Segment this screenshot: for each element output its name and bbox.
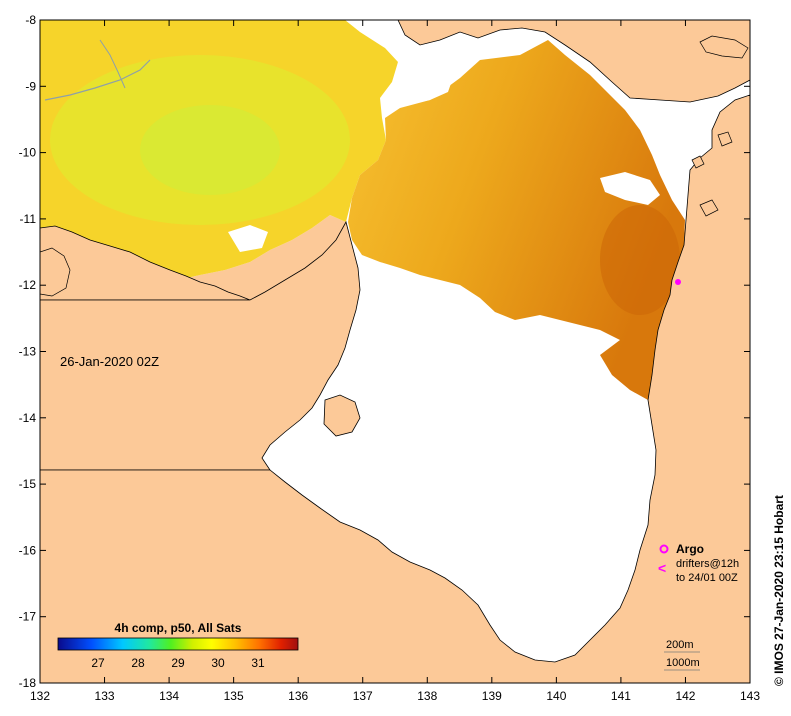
- lon-tick-label: 141: [611, 689, 631, 703]
- axis-ticks: 132 133 134 135 136 137 138 139 140 141 142 143 -8 -9…: [19, 13, 761, 703]
- argo-float-marker: [675, 279, 681, 285]
- date-label: 26-Jan-2020 02Z: [60, 354, 159, 369]
- sst-cool-core: [140, 105, 280, 195]
- land-aru-island: [699, 35, 749, 59]
- lat-tick-label: -12: [19, 278, 37, 292]
- colorbar-title: 4h comp, p50, All Sats: [115, 621, 242, 635]
- lon-tick-label: 142: [675, 689, 695, 703]
- lat-tick-label: -18: [19, 676, 37, 690]
- land-torres-islands: [691, 131, 733, 217]
- lat-tick-label: -16: [19, 543, 37, 557]
- land-arnhem-east: [40, 220, 361, 471]
- lat-tick-label: -14: [19, 411, 37, 425]
- lon-tick-label: 143: [740, 689, 760, 703]
- colorbar-ticks: 27 28 29 30 31: [91, 656, 265, 670]
- lon-tick-label: 137: [353, 689, 373, 703]
- lat-tick-label: -10: [19, 146, 37, 160]
- lat-tick-label: -11: [20, 212, 37, 226]
- land-cape-york: [40, 94, 750, 683]
- lon-tick-label: 139: [482, 689, 502, 703]
- sst-gap-east: [600, 172, 660, 205]
- lon-tick-label: 140: [546, 689, 566, 703]
- colorbar-tick-label: 30: [211, 656, 225, 670]
- colorbar-tick-label: 27: [91, 656, 105, 670]
- lon-tick-label: 136: [288, 689, 308, 703]
- drifter-legend-icon: <: [658, 560, 666, 576]
- lon-tick-label: 134: [159, 689, 179, 703]
- lat-tick-label: -9: [25, 79, 36, 93]
- colorbar-tick-label: 29: [171, 656, 185, 670]
- sst-gap-north: [392, 55, 455, 104]
- lon-tick-label: 135: [224, 689, 244, 703]
- sst-east-field: [348, 40, 685, 400]
- depth-200-label: 200m: [666, 639, 694, 651]
- land-melville-island: [40, 247, 71, 297]
- argo-legend-icon: [659, 544, 669, 554]
- sst-colorbar: 4h comp, p50, All Sats 27 28 29 30 31: [57, 621, 299, 670]
- land-northwest-coast: [40, 225, 251, 301]
- lat-tick-label: -15: [19, 477, 37, 491]
- colorbar-tick-label: 31: [251, 656, 265, 670]
- depth-legend: 200m 1000m: [664, 639, 700, 671]
- lat-tick-label: -13: [19, 345, 37, 359]
- argo-legend-label: Argo: [676, 542, 704, 556]
- drifters-legend-label: drifters@12h: [676, 558, 739, 570]
- colorbar-gradient: [57, 637, 299, 651]
- river-new-guinea-1: [44, 59, 151, 101]
- river-new-guinea-2: [99, 39, 126, 89]
- lon-tick-label: 138: [417, 689, 437, 703]
- colorbar-tick-label: 28: [131, 656, 145, 670]
- drifters-legend-range: to 24/01 00Z: [676, 572, 738, 584]
- depth-1000-label: 1000m: [666, 657, 700, 669]
- sst-gap-mid: [228, 225, 268, 252]
- land-new-guinea: [397, 20, 750, 103]
- lon-tick-label: 133: [95, 689, 115, 703]
- sst-hot-patch: [600, 205, 680, 315]
- imos-credit: © IMOS 27-Jan-2020 23:15 Hobart: [772, 495, 786, 686]
- lon-tick-label: 132: [30, 689, 50, 703]
- lat-tick-label: -17: [19, 610, 37, 624]
- argo-legend: Argo < drifters@12h to 24/01 00Z: [658, 542, 739, 584]
- land-groote-island: [323, 394, 361, 437]
- lat-tick-label: -8: [25, 13, 36, 27]
